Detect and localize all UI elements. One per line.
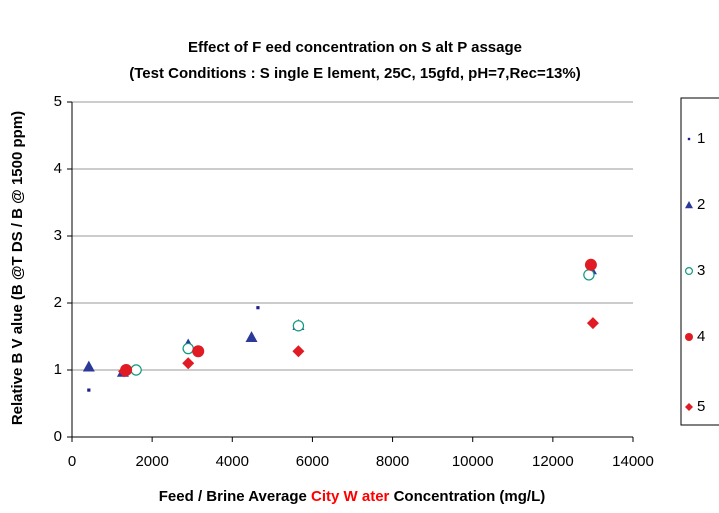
x-axis-label: Feed / Brine Average City W ater Concent… [159, 488, 545, 505]
point [586, 317, 599, 330]
point [182, 342, 194, 355]
legend-label: 1 [697, 130, 705, 147]
x-axis-label-part: City W ater [311, 488, 390, 505]
y-tick-label: 4 [54, 160, 62, 177]
point [292, 320, 305, 332]
legend-label: 2 [697, 196, 705, 213]
y-tick-label: 5 [54, 93, 62, 110]
x-tick-label: 2000 [135, 453, 168, 470]
x-tick-label: 14000 [612, 453, 654, 470]
point [192, 345, 205, 358]
y-tick-label: 2 [54, 294, 62, 311]
chart-title: Effect of F eed concentration on S alt P… [188, 39, 522, 56]
point [130, 364, 142, 376]
y-tick-label: 3 [54, 227, 62, 244]
legend-label: 3 [697, 262, 705, 279]
y-axis-label: Relative B V alue (B @T DS / B @ 1500 pp… [9, 111, 26, 425]
legend-marker [685, 403, 693, 411]
x-tick-label: 10000 [452, 453, 494, 470]
point [292, 345, 305, 358]
legend-box [680, 97, 719, 426]
x-tick-label: 12000 [532, 453, 574, 470]
point [583, 269, 595, 281]
legend-marker [687, 137, 691, 141]
point [87, 388, 91, 392]
chart-subtitle: (Test Conditions : S ingle E lement, 25C… [129, 65, 581, 82]
point [182, 357, 195, 370]
x-tick-label: 0 [68, 453, 76, 470]
y-tick-label: 0 [54, 428, 62, 445]
y-tick-label: 1 [54, 361, 62, 378]
point [82, 360, 95, 372]
x-axis-label-part: Feed / Brine Average [159, 488, 311, 505]
legend-label: 4 [697, 328, 705, 345]
point [256, 306, 260, 310]
point [118, 365, 131, 378]
legend-marker [684, 267, 693, 276]
legend-marker [685, 201, 693, 209]
x-tick-label: 6000 [296, 453, 329, 470]
x-tick-label: 8000 [376, 453, 409, 470]
point [584, 258, 597, 271]
point [245, 331, 258, 342]
legend-label: 5 [697, 398, 705, 415]
x-axis-label-part: Concentration (mg/L) [389, 488, 545, 505]
legend-marker [685, 333, 693, 341]
x-tick-label: 4000 [216, 453, 249, 470]
